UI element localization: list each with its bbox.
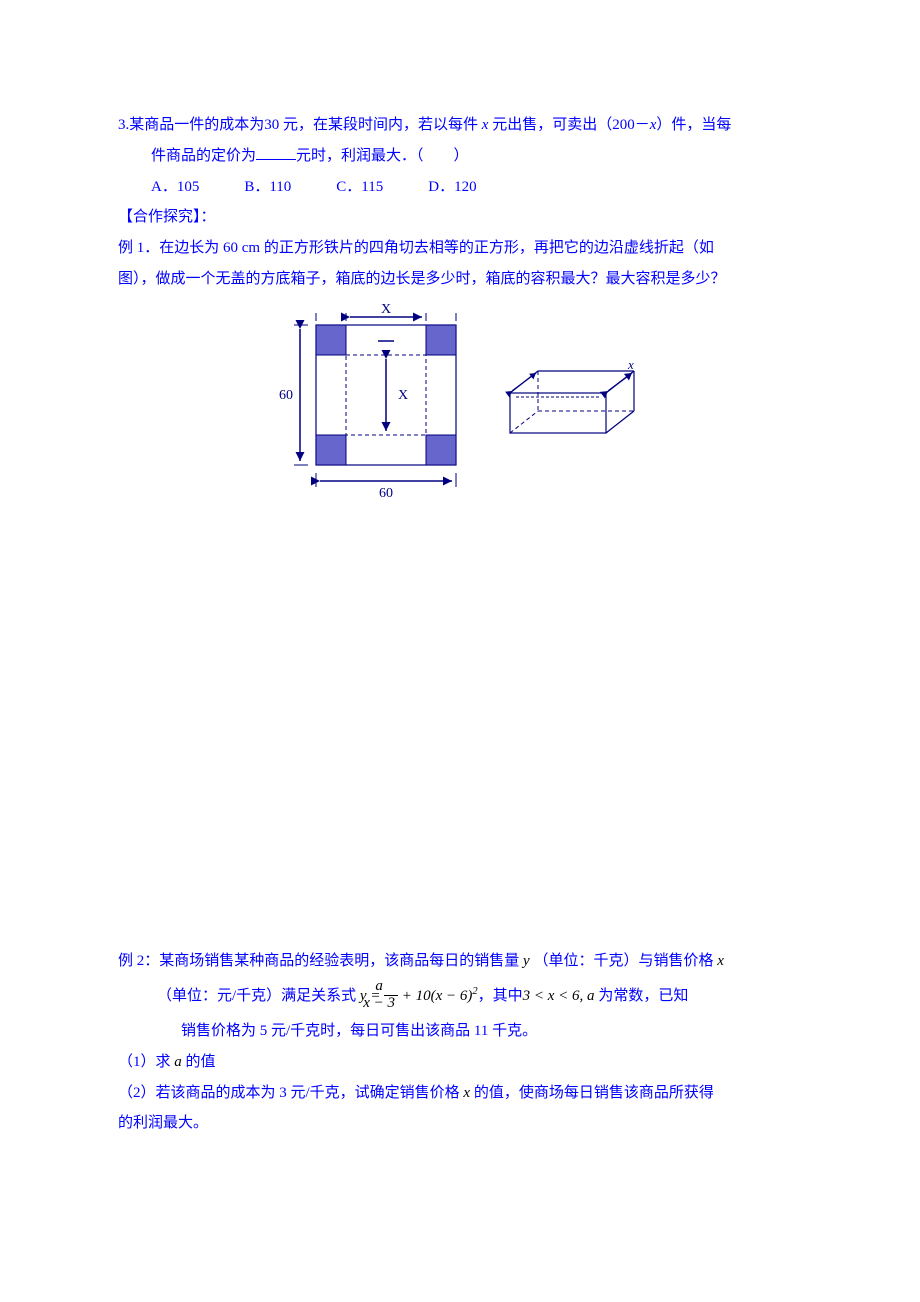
section-cooperate: 【合作探究】： (118, 202, 802, 233)
ex2-l2-pre: （单位：元/千克）满足关系式 (157, 988, 356, 1004)
ex2-p2-a: （2）若该商品的成本为 3 元/千克，试确定销售价格 (118, 1085, 460, 1101)
q3-var-x: x (482, 117, 489, 133)
ex2-frac-num: a (384, 979, 398, 996)
figure-inner: X X 60 60 x (274, 303, 646, 503)
ex2-p2-b: 的值，使商场每日销售该商品所获得 (474, 1085, 714, 1101)
q3-text-a: 某商品一件的成本为30 元，在某段时间内，若以每件 (129, 117, 478, 133)
q3-expr-pre: 200－ (612, 117, 650, 133)
q3-line2: 件商品的定价为 元时，利润最大．（ ） (118, 141, 802, 172)
figure: X X 60 60 x (118, 295, 802, 527)
svg-text:X: X (398, 388, 408, 403)
ex2-p2-l2: 的利润最大。 (118, 1108, 802, 1139)
q3-line1: 3.某商品一件的成本为30 元，在某段时间内，若以每件 x 元出售，可卖出（20… (118, 110, 802, 141)
ex2-p1: （1）求 a 的值 (118, 1047, 802, 1078)
q3-text-b: 元出售，可卖出（ (492, 117, 612, 133)
ex2-formula-tail: + 10(x − 6)2 (402, 988, 478, 1004)
ex2-line2: （单位：元/千克）满足关系式 y = a x − 3 + 10(x − 6)2，… (118, 977, 802, 1016)
ex2-p1-var: a (174, 1054, 182, 1070)
ex1-line2: 图），做成一个无盖的方底箱子，箱底的边长是多少时，箱底的容积最大？最大容积是多少… (118, 264, 802, 295)
ex2-p1-tail: 的值 (186, 1054, 216, 1070)
svg-text:60: 60 (279, 388, 293, 403)
q3-blank (256, 144, 296, 160)
ex2-l2-post: 为常数，已知 (598, 988, 688, 1004)
ex2-intro-b: （单位：千克）与销售价格 (533, 953, 713, 969)
ex2-frac: a x − 3 (384, 979, 398, 1012)
ex2-var-x: x (717, 953, 724, 969)
ex2-range: 3 < x < 6, a (523, 988, 595, 1004)
figure-box: x (496, 353, 646, 453)
q3-text-c: ）件，当每 (656, 117, 731, 133)
ex2-p2-var: x (463, 1085, 470, 1101)
q3-choices: A．105 B．110 C．115 D．120 (118, 172, 802, 203)
svg-text:X: X (381, 303, 391, 317)
ex2-line3: 销售价格为 5 元/千克时，每日可售出该商品 11 千克。 (118, 1016, 802, 1047)
ex2-frac-den: x − 3 (384, 996, 398, 1012)
svg-text:60: 60 (379, 486, 393, 501)
q3-prefix: 3. (118, 117, 129, 133)
ex2-p1-label: （1）求 (118, 1054, 171, 1070)
q3-l2-a: 件商品的定价为 (151, 148, 256, 164)
ex2-p2-l1: （2）若该商品的成本为 3 元/千克，试确定销售价格 x 的值，使商场每日销售该… (118, 1078, 802, 1109)
gap (118, 526, 802, 946)
ex1-line1: 例 1．在边长为 60 cm 的正方形铁片的四角切去相等的正方形，再把它的边沿虚… (118, 233, 802, 264)
ex2-l2-mid: ，其中 (478, 988, 523, 1004)
svg-text:x: x (627, 357, 634, 372)
ex2-intro-a: 例 2：某商场销售某种商品的经验表明，该商品每日的销售量 (118, 953, 519, 969)
ex2-var-y: y (523, 953, 530, 969)
ex2-formtail-text: + 10(x − 6) (402, 988, 473, 1004)
figure-flat: X X 60 60 (274, 303, 474, 503)
page: 3.某商品一件的成本为30 元，在某段时间内，若以每件 x 元出售，可卖出（20… (0, 0, 920, 1199)
q3-l2-b: 元时，利润最大．（ ） (296, 148, 469, 164)
ex2-line1: 例 2：某商场销售某种商品的经验表明，该商品每日的销售量 y （单位：千克）与销… (118, 946, 802, 977)
